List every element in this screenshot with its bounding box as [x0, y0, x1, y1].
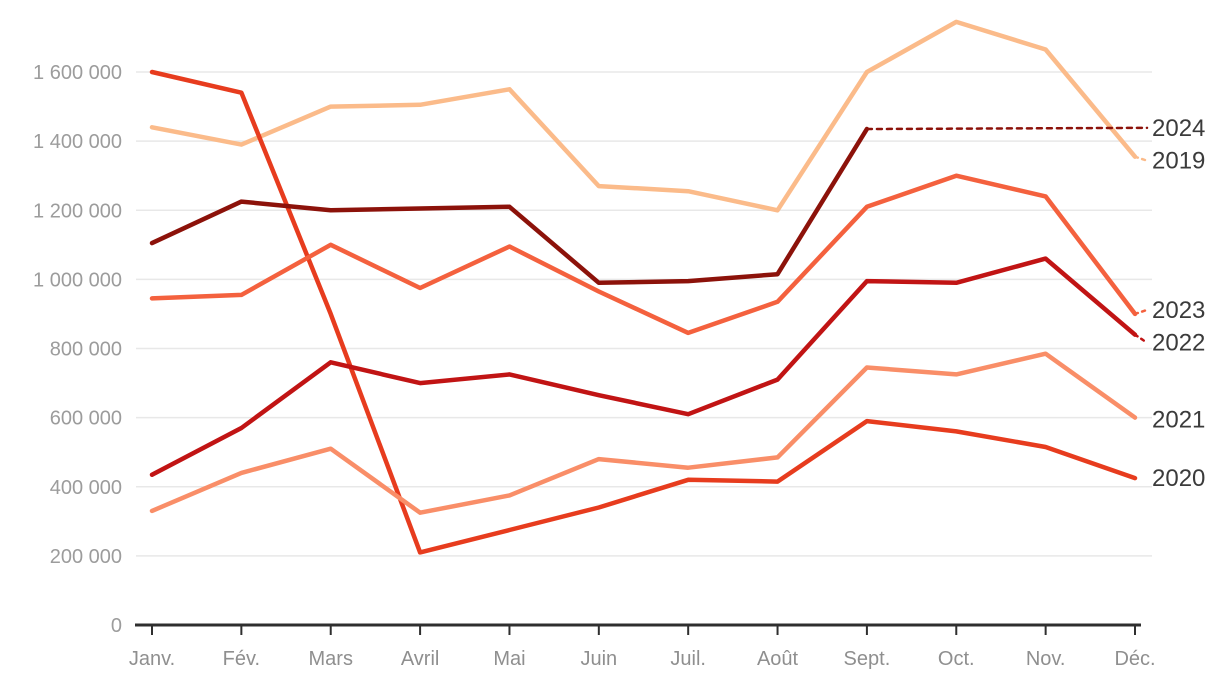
series-label-2023: 2023 [1152, 297, 1205, 324]
x-tick-label: Mai [493, 648, 525, 670]
dotted-leader-2023 [1133, 308, 1149, 316]
y-tick-label: 800 000 [50, 339, 122, 361]
x-tick-label: Nov. [1026, 648, 1066, 670]
series-2021[interactable] [149, 351, 1138, 515]
x-tick-label: Juil. [670, 648, 706, 670]
series-2024[interactable] [149, 126, 1149, 286]
x-tick-label: Juin [580, 648, 617, 670]
y-tick-label: 1 200 000 [33, 200, 122, 222]
y-tick-label: 1 000 000 [33, 269, 122, 291]
x-axis [135, 623, 1141, 635]
x-tick-label: Oct. [938, 648, 975, 670]
dotted-leader-2022 [1133, 333, 1149, 344]
series-2020[interactable] [149, 69, 1138, 555]
series-line-2020[interactable] [149, 69, 1138, 555]
series-label-2024: 2024 [1152, 115, 1205, 142]
x-tick-label: Déc. [1114, 648, 1155, 670]
x-tick-label: Août [757, 648, 799, 670]
y-tick-label: 600 000 [50, 408, 122, 430]
y-axis-labels: 0 200 000 400 000 600 000 800 000 1 000 000 1 … [33, 62, 122, 637]
x-tick-label: Avril [401, 648, 440, 670]
x-tick-label: Janv. [129, 648, 175, 670]
series-line-2021[interactable] [149, 351, 1138, 515]
series-labels: 2019 2020 2021 2022 2023 2024 [1152, 115, 1205, 492]
series-line-2019[interactable] [149, 19, 1138, 213]
x-tick-label: Mars [309, 648, 353, 670]
series-line-2022[interactable] [149, 256, 1138, 477]
series-2022[interactable] [149, 256, 1149, 477]
dotted-leader-2019 [1133, 155, 1149, 162]
series-label-2022: 2022 [1152, 330, 1205, 357]
series-label-2019: 2019 [1152, 148, 1205, 175]
y-tick-label: 400 000 [50, 477, 122, 499]
series-2023[interactable] [149, 173, 1149, 336]
y-tick-label: 200 000 [50, 546, 122, 568]
series-line-2024[interactable] [149, 126, 870, 286]
y-tick-label: 0 [111, 615, 122, 637]
x-tick-label: Sept. [844, 648, 891, 670]
series-2019[interactable] [149, 19, 1149, 213]
y-tick-label: 1 400 000 [33, 131, 122, 153]
series-label-2020: 2020 [1152, 465, 1205, 492]
series-line-2023[interactable] [149, 173, 1138, 336]
gridlines [136, 71, 1152, 557]
series-lines [149, 19, 1149, 555]
series-label-2021: 2021 [1152, 407, 1205, 434]
x-axis-labels: Janv. Fév. Mars Avril Mai Juin Juil. Août Sept. O… [129, 648, 1156, 670]
y-tick-label: 1 600 000 [33, 62, 122, 84]
dashed-projection-2024 [865, 126, 1149, 131]
x-tick-label: Fév. [223, 648, 260, 670]
